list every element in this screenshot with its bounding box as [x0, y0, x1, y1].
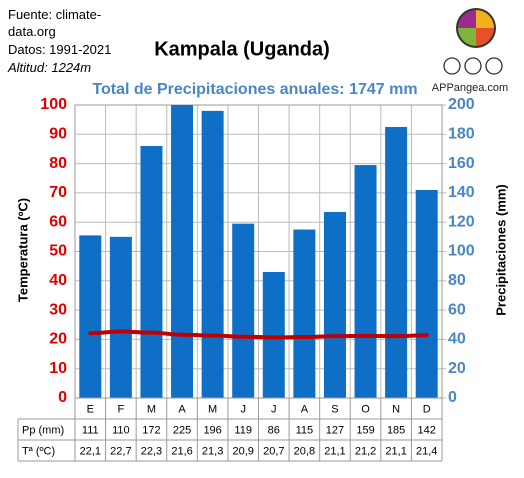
license-icons	[443, 57, 503, 75]
y-tick-label: 50	[49, 243, 67, 260]
table-value: 196	[203, 424, 221, 436]
table-value: 86	[268, 424, 280, 436]
source: Fuente: climate-data.org	[8, 7, 102, 39]
table-value: 20,9	[232, 445, 253, 457]
table-value: 21,3	[202, 445, 223, 457]
table-value: 172	[142, 424, 160, 436]
y-tick-label: 60	[49, 213, 67, 230]
table-value: 22,3	[141, 445, 162, 457]
y2-tick-label: 160	[448, 155, 475, 172]
y-tick-label: 0	[58, 389, 67, 406]
bar	[262, 272, 285, 398]
x-tick-label: E	[87, 403, 94, 415]
y-tick-label: 80	[49, 155, 67, 172]
y2-tick-label: 0	[448, 389, 457, 406]
table-value: 21,2	[355, 445, 376, 457]
row-label: Tª (ºC)	[22, 445, 55, 457]
y2-axis-label: Precipitaciones (mm)	[493, 184, 508, 316]
table-value: 142	[418, 424, 436, 436]
altitude: Altitud: 1224m	[8, 60, 92, 75]
y-tick-label: 100	[40, 96, 67, 113]
x-tick-label: N	[392, 403, 400, 415]
table-value: 22,1	[80, 445, 101, 457]
y2-tick-label: 40	[448, 331, 466, 348]
x-tick-label: J	[271, 403, 277, 415]
x-tick-label: J	[240, 403, 246, 415]
table-value: 127	[326, 424, 344, 436]
chart-subtitle: Total de Precipitaciones anuales: 1747 m…	[92, 81, 417, 98]
table-value: 22,7	[110, 445, 131, 457]
bar	[79, 235, 102, 398]
y2-tick-label: 80	[448, 272, 466, 289]
bar	[323, 211, 346, 398]
table-value: 119	[234, 424, 252, 436]
table-value: 185	[387, 424, 405, 436]
y2-tick-label: 120	[448, 213, 475, 230]
bar	[232, 223, 255, 398]
table-value: 21,4	[416, 445, 437, 457]
table-value: 159	[356, 424, 374, 436]
table-value: 21,1	[324, 445, 345, 457]
brand: APPangea.com	[432, 82, 508, 94]
table-value: 21,1	[385, 445, 406, 457]
x-tick-label: S	[331, 403, 338, 415]
y2-tick-label: 140	[448, 184, 475, 201]
bar	[109, 236, 132, 398]
y2-tick-label: 60	[448, 301, 466, 318]
table-value: 110	[112, 424, 130, 436]
bar	[201, 110, 224, 398]
x-tick-label: D	[423, 403, 431, 415]
bar	[415, 189, 438, 398]
y2-tick-label: 200	[448, 96, 475, 113]
logo	[456, 8, 496, 48]
y-tick-label: 90	[49, 126, 67, 143]
bar	[385, 126, 408, 398]
table-value: 115	[296, 424, 314, 436]
y-axis-label: Temperatura (ºC)	[15, 198, 30, 302]
x-tick-label: M	[147, 403, 156, 415]
x-tick-label: A	[178, 403, 186, 415]
period: Datos: 1991-2021	[8, 42, 112, 57]
y-tick-label: 10	[49, 360, 67, 377]
y2-tick-label: 20	[448, 360, 466, 377]
row-label: Pp (mm)	[22, 424, 64, 436]
bar	[354, 165, 377, 398]
bar	[171, 105, 194, 398]
table-value: 111	[82, 424, 99, 436]
bar	[140, 146, 163, 398]
plot-area	[79, 105, 438, 398]
table-value: 21,6	[171, 445, 192, 457]
bar	[293, 229, 316, 398]
y2-tick-label: 100	[448, 243, 475, 260]
x-tick-label: O	[361, 403, 370, 415]
y2-tick-label: 180	[448, 126, 475, 143]
y-tick-label: 30	[49, 301, 67, 318]
y-tick-label: 40	[49, 272, 67, 289]
y-tick-label: 70	[49, 184, 67, 201]
x-tick-label: M	[208, 403, 217, 415]
x-tick-label: A	[301, 403, 309, 415]
table-value: 20,8	[294, 445, 315, 457]
y-tick-label: 20	[49, 331, 67, 348]
table-value: 20,7	[263, 445, 284, 457]
chart-title: Kampala (Uganda)	[154, 38, 330, 60]
x-tick-label: F	[118, 403, 125, 415]
line	[88, 329, 429, 340]
table-value: 225	[173, 424, 191, 436]
